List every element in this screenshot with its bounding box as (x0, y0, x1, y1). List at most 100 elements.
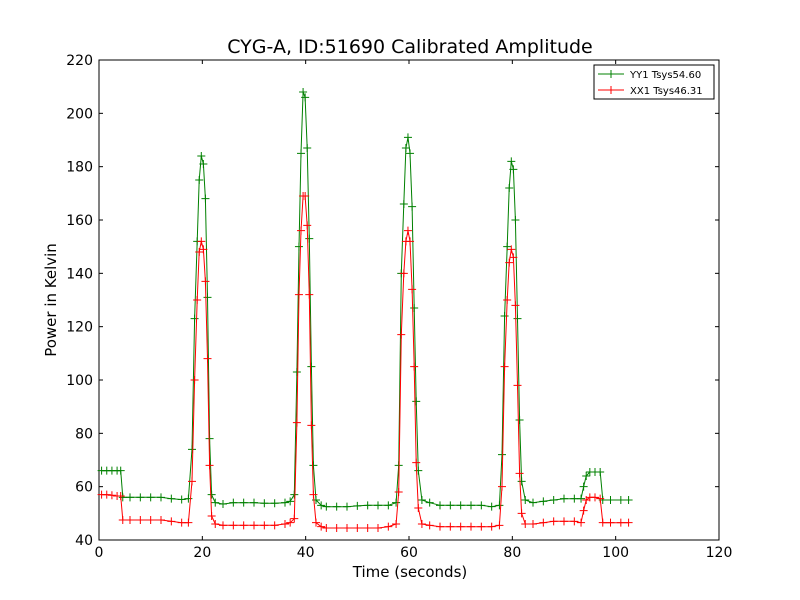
data-point (201, 277, 210, 286)
data-point (199, 245, 208, 254)
data-point (290, 514, 299, 523)
data-point (507, 245, 516, 254)
data-point (401, 144, 410, 152)
data-point (513, 381, 522, 390)
data-point (498, 450, 506, 459)
data-point (399, 269, 408, 278)
data-point (303, 144, 312, 152)
data-point (624, 518, 633, 527)
data-point (570, 494, 579, 503)
data-point (303, 221, 312, 230)
x-tick-label: 120 (706, 545, 733, 561)
data-point (606, 496, 615, 504)
data-point (126, 516, 134, 524)
data-point (239, 498, 248, 507)
data-point (579, 482, 588, 491)
y-tick-label: 140 (66, 266, 93, 282)
data-point (297, 149, 306, 158)
data-point (301, 192, 310, 200)
data-point (374, 501, 382, 510)
data-point (515, 416, 524, 424)
data-point (270, 521, 279, 530)
data-point (517, 509, 526, 518)
data-point (197, 237, 206, 246)
data-point (157, 516, 165, 524)
data-point (414, 504, 423, 512)
data-point (294, 242, 303, 251)
data-point (503, 242, 512, 251)
data-point (136, 516, 145, 524)
data-point (410, 362, 419, 371)
data-point (446, 501, 455, 510)
data-point (116, 492, 125, 500)
data-point (495, 521, 504, 530)
data-point (260, 521, 269, 530)
data-point (509, 253, 518, 262)
y-tick-label: 40 (75, 533, 93, 549)
data-point (414, 466, 423, 475)
legend-marker-xx1 (607, 86, 615, 94)
y-axis-label: Power in Kelvin (42, 243, 60, 357)
data-point (392, 498, 401, 507)
data-point (146, 516, 155, 524)
data-point (606, 518, 615, 527)
x-axis-label: Time (seconds) (352, 563, 468, 581)
data-point (577, 494, 586, 503)
x-axis: 0 20 40 60 80 100 120 (95, 60, 733, 561)
data-point (219, 521, 227, 530)
data-point (195, 248, 204, 256)
data-point (195, 176, 204, 184)
data-point (307, 362, 316, 371)
data-point (549, 496, 558, 504)
data-point (184, 518, 193, 527)
data-point (408, 202, 417, 211)
data-point (343, 524, 351, 532)
data-point (322, 524, 331, 532)
data-point (343, 502, 351, 511)
data-point (467, 522, 475, 531)
x-tick-label: 40 (297, 545, 315, 561)
data-point (477, 522, 486, 531)
data-point (305, 234, 314, 243)
data-point (403, 133, 412, 142)
data-point (322, 502, 331, 511)
data-point (446, 522, 455, 531)
data-point (517, 477, 526, 486)
data-point (201, 194, 210, 203)
series-layer (97, 88, 633, 532)
data-point (598, 518, 607, 527)
data-point (521, 520, 530, 528)
data-point (500, 362, 509, 371)
data-point (394, 488, 403, 496)
legend-label-yy1: YY1 Tsys54.60 (629, 70, 701, 81)
data-point (596, 494, 605, 503)
data-point (177, 495, 186, 504)
data-point (207, 490, 216, 499)
data-point (408, 285, 417, 294)
data-point (500, 312, 509, 320)
data-point (560, 517, 568, 526)
legend-marker-yy1 (607, 70, 615, 78)
legend: YY1 Tsys54.60 XX1 Tsys46.31 (593, 64, 715, 100)
data-point (190, 314, 199, 323)
data-point (188, 445, 196, 454)
x-tick-label: 0 (95, 545, 104, 561)
data-point (505, 184, 514, 192)
data-point (505, 258, 514, 267)
y-tick-label: 200 (66, 106, 93, 122)
legend-entry-yy1: YY1 Tsys54.60 (598, 70, 701, 81)
data-point (560, 494, 568, 503)
data-point (579, 506, 588, 515)
data-point (211, 498, 220, 507)
data-point (286, 518, 295, 527)
y-tick-label: 100 (66, 373, 93, 389)
data-point (126, 493, 134, 502)
data-point (205, 461, 214, 470)
data-point (199, 160, 208, 168)
data-point (193, 296, 202, 304)
data-point (425, 498, 434, 507)
data-point (412, 458, 421, 467)
data-point (487, 502, 496, 511)
data-point (167, 517, 176, 526)
data-point (239, 521, 248, 530)
